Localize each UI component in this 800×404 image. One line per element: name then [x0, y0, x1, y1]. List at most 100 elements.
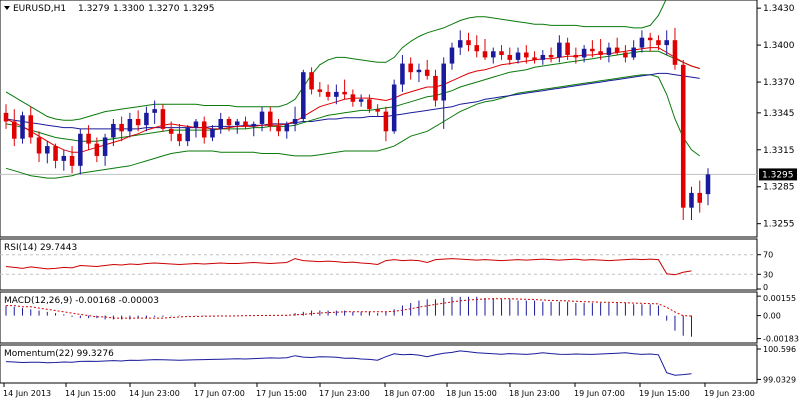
price-tick-label: 1.3400	[763, 41, 795, 51]
time-tick-label: 19 Jun 15:00	[639, 389, 690, 398]
price-tick-label: 1.3430	[763, 4, 795, 14]
macd-tick-label: 0.00	[763, 312, 781, 321]
price-panel[interactable]: 1.3430 1.3400 1.3370 1.3345 1.3315 1.3285 1.32…	[0, 0, 797, 238]
candle-body	[350, 94, 356, 102]
candle-body	[689, 192, 694, 208]
macd-title: MACD(12,26,9) -0.00168 -0.00003	[4, 296, 159, 306]
current-price-label: 1.3295	[762, 170, 794, 180]
momentum-tick-label: 99.0329	[763, 375, 796, 384]
dropdown-triangle-icon[interactable]	[4, 6, 10, 10]
candles[interactable]	[3, 27, 711, 220]
candle-body	[78, 133, 83, 166]
ohlc-close: 1.3295	[183, 4, 215, 14]
price-panel-frame	[0, 0, 758, 238]
candle-body	[433, 75, 438, 101]
candle-body	[61, 155, 67, 161]
momentum-tick-label: 100.596	[763, 345, 796, 354]
candle-body	[416, 69, 422, 73]
candle-body	[573, 54, 579, 58]
price-tick-label: 1.3345	[763, 109, 795, 119]
candle-body	[375, 109, 380, 112]
candle-body	[45, 146, 50, 154]
candle-body	[383, 111, 389, 132]
rsi-series-line	[5, 258, 692, 276]
candle-body	[317, 89, 323, 92]
momentum-title: Momentum(22) 99.3276	[4, 349, 114, 359]
candle-body	[193, 121, 199, 128]
candle-body	[507, 54, 513, 60]
candle-body	[639, 37, 645, 48]
candle-body	[119, 123, 124, 132]
candle-body	[367, 99, 372, 110]
candle-body	[276, 126, 281, 132]
candle-body	[168, 128, 174, 134]
candle-body	[532, 57, 537, 60]
rsi-axis: 70 30 0	[757, 251, 773, 292]
candle-body	[705, 174, 711, 195]
bollinger-upper-line	[5, 0, 667, 121]
momentum-panel[interactable]: 100.596 99.0329 Momentum(22) 99.3276	[0, 344, 796, 384]
candle-body	[515, 52, 521, 60]
candle-body	[218, 119, 224, 129]
time-tick-label: 18 Jun 15:00	[446, 389, 497, 398]
bollinger-lower-line	[5, 74, 700, 179]
candle-body	[292, 119, 298, 124]
candle-body	[557, 42, 562, 58]
candle-body	[680, 64, 686, 208]
time-tick-label: 19 Jun 23:00	[704, 389, 755, 398]
candle-body	[664, 40, 669, 46]
candle-body	[656, 40, 661, 46]
rsi-panel[interactable]: 70 30 0 RSI(14) 29.7443	[0, 238, 773, 292]
candle-body	[342, 91, 347, 95]
candle-body	[581, 48, 587, 58]
candle-body	[358, 99, 364, 102]
rsi-line	[5, 258, 692, 276]
symbol-label: EURUSD,H1	[13, 4, 66, 14]
candle-body	[540, 54, 546, 60]
time-tick-label: 14 Jun 2013	[3, 389, 51, 398]
time-tick-label: 17 Jun 07:00	[194, 389, 245, 398]
ohlc-open: 1.3279	[78, 4, 110, 14]
candle-body	[647, 37, 653, 41]
candle-body	[301, 72, 306, 119]
price-axis: 1.3430 1.3400 1.3370 1.3345 1.3315 1.3285 1.32…	[757, 4, 797, 230]
candle-body	[457, 40, 463, 48]
candle-body	[697, 192, 703, 203]
candle-body	[185, 127, 190, 142]
time-tick-label: 14 Jun 23:00	[129, 389, 180, 398]
candle-body	[210, 128, 215, 138]
momentum-line	[5, 350, 692, 376]
rsi-tick-label: 30	[763, 270, 773, 279]
candle-body	[111, 123, 116, 138]
candle-body	[144, 112, 149, 126]
candle-body	[482, 51, 488, 58]
time-tick-label: 18 Jun 07:00	[384, 389, 435, 398]
momentum-panel-frame	[0, 344, 758, 384]
candle-body	[391, 84, 397, 132]
candle-body	[177, 133, 182, 142]
macd-panel[interactable]: 0.00155 0.00 -0.00183 MACD(12,26,9) -0.001…	[0, 291, 799, 344]
candle-body	[135, 119, 141, 126]
price-tick-label: 1.3255	[763, 220, 795, 230]
candle-body	[474, 45, 480, 52]
candle-body	[524, 52, 529, 58]
candle-body	[614, 47, 620, 53]
candle-body	[201, 121, 207, 138]
candle-body	[259, 111, 265, 124]
candle-body	[102, 137, 108, 156]
candle-body	[623, 52, 628, 58]
ohlc-low: 1.3270	[148, 4, 180, 14]
time-tick-label: 19 Jun 07:00	[574, 389, 625, 398]
macd-signal-path	[6, 298, 692, 319]
candle-body	[309, 72, 314, 90]
candle-body	[36, 137, 42, 154]
candle-body	[226, 119, 232, 126]
candle-body	[449, 47, 455, 64]
macd-signal-line	[6, 298, 692, 319]
macd-panel-frame	[0, 291, 758, 344]
candle-body	[565, 42, 570, 55]
candle-body	[160, 109, 166, 129]
candle-body	[243, 121, 248, 127]
